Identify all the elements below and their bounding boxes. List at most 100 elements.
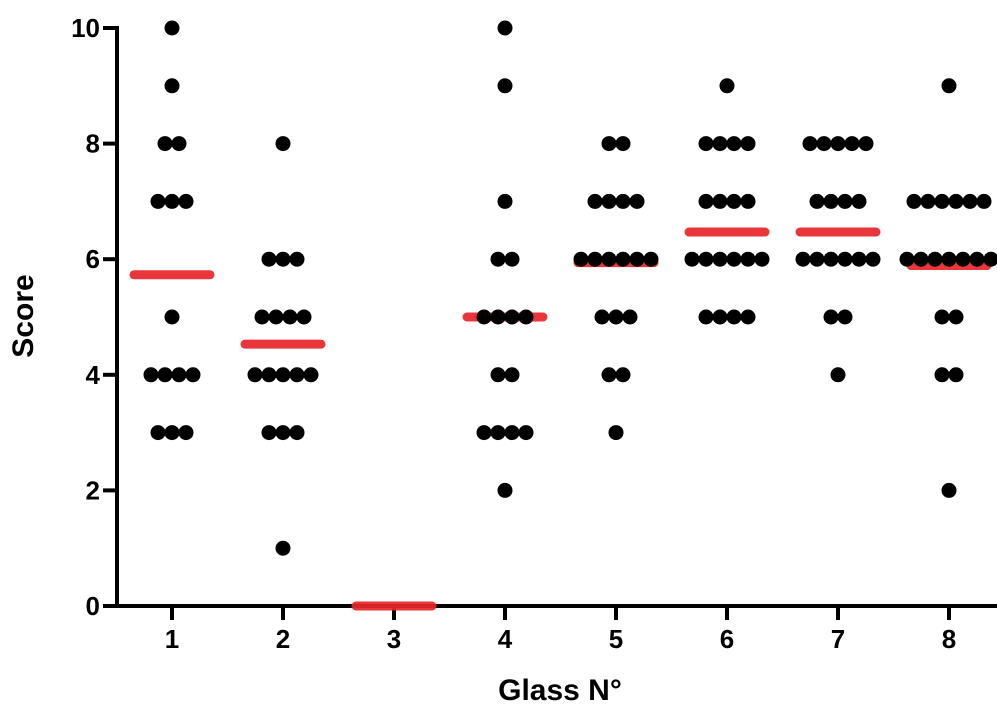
data-point bbox=[587, 251, 603, 267]
data-point bbox=[289, 367, 305, 383]
data-point bbox=[712, 136, 728, 152]
data-point bbox=[289, 251, 305, 267]
data-point bbox=[969, 251, 985, 267]
data-point bbox=[712, 193, 728, 209]
data-point bbox=[684, 251, 700, 267]
data-point bbox=[261, 251, 277, 267]
data-point bbox=[823, 193, 839, 209]
data-point bbox=[934, 309, 950, 325]
data-point bbox=[282, 309, 298, 325]
data-point bbox=[518, 425, 534, 441]
x-ticks: 1 2 3 4 5 6 7 8 bbox=[165, 606, 956, 654]
data-point bbox=[490, 367, 506, 383]
data-point bbox=[573, 251, 589, 267]
axes bbox=[115, 26, 997, 608]
data-point bbox=[719, 78, 735, 94]
data-point bbox=[802, 136, 818, 152]
data-point bbox=[920, 193, 936, 209]
data-point bbox=[629, 251, 645, 267]
data-point bbox=[615, 193, 631, 209]
data-point bbox=[608, 309, 624, 325]
data-point bbox=[601, 251, 617, 267]
data-points bbox=[143, 20, 997, 556]
data-point bbox=[476, 309, 492, 325]
data-point bbox=[497, 482, 513, 498]
data-point bbox=[726, 309, 742, 325]
data-point bbox=[906, 193, 922, 209]
y-tick-label: 2 bbox=[86, 475, 100, 505]
data-point bbox=[837, 251, 853, 267]
data-point bbox=[171, 367, 187, 383]
data-point bbox=[594, 309, 610, 325]
data-point bbox=[185, 367, 201, 383]
data-point bbox=[289, 425, 305, 441]
data-point bbox=[698, 251, 714, 267]
x-tick-label: 4 bbox=[498, 624, 513, 654]
mean-lines bbox=[129, 227, 992, 611]
y-ticks: 0 2 4 6 8 10 bbox=[71, 13, 117, 621]
data-point bbox=[608, 425, 624, 441]
data-point bbox=[629, 193, 645, 209]
data-point bbox=[497, 20, 513, 36]
data-point bbox=[851, 251, 867, 267]
data-point bbox=[941, 251, 957, 267]
data-point bbox=[837, 193, 853, 209]
y-tick-label: 8 bbox=[86, 129, 100, 159]
data-point bbox=[178, 193, 194, 209]
data-point bbox=[164, 425, 180, 441]
x-tick-label: 3 bbox=[387, 624, 401, 654]
data-point bbox=[712, 251, 728, 267]
data-point bbox=[976, 193, 992, 209]
data-point bbox=[941, 482, 957, 498]
data-point bbox=[504, 309, 520, 325]
data-point bbox=[518, 309, 534, 325]
data-point bbox=[254, 309, 270, 325]
data-point bbox=[983, 251, 997, 267]
data-point bbox=[164, 309, 180, 325]
data-point bbox=[615, 136, 631, 152]
data-point bbox=[504, 425, 520, 441]
data-point bbox=[587, 193, 603, 209]
data-point bbox=[275, 425, 291, 441]
x-tick-label: 2 bbox=[276, 624, 290, 654]
data-point bbox=[809, 193, 825, 209]
data-point bbox=[164, 193, 180, 209]
data-point bbox=[275, 136, 291, 152]
data-point bbox=[261, 425, 277, 441]
data-point bbox=[830, 367, 846, 383]
data-point bbox=[157, 367, 173, 383]
y-tick-label: 0 bbox=[86, 591, 100, 621]
data-point bbox=[726, 251, 742, 267]
data-point bbox=[164, 20, 180, 36]
y-tick-label: 4 bbox=[86, 360, 101, 390]
data-point bbox=[490, 309, 506, 325]
data-point bbox=[622, 309, 638, 325]
data-point bbox=[858, 136, 874, 152]
data-point bbox=[275, 367, 291, 383]
data-point bbox=[837, 309, 853, 325]
data-point bbox=[164, 78, 180, 94]
data-point bbox=[615, 367, 631, 383]
data-point bbox=[601, 367, 617, 383]
data-point bbox=[643, 251, 659, 267]
data-point bbox=[601, 193, 617, 209]
data-point bbox=[268, 309, 284, 325]
data-point bbox=[296, 309, 312, 325]
data-point bbox=[726, 193, 742, 209]
data-point bbox=[962, 193, 978, 209]
x-tick-label: 6 bbox=[720, 624, 734, 654]
data-point bbox=[726, 136, 742, 152]
data-point bbox=[150, 193, 166, 209]
data-point bbox=[712, 309, 728, 325]
data-point bbox=[261, 367, 277, 383]
data-point bbox=[851, 193, 867, 209]
data-point bbox=[504, 367, 520, 383]
data-point bbox=[809, 251, 825, 267]
data-point bbox=[615, 251, 631, 267]
data-point bbox=[955, 251, 971, 267]
y-tick-label: 10 bbox=[71, 13, 100, 43]
data-point bbox=[823, 309, 839, 325]
data-point bbox=[178, 425, 194, 441]
data-point bbox=[601, 136, 617, 152]
